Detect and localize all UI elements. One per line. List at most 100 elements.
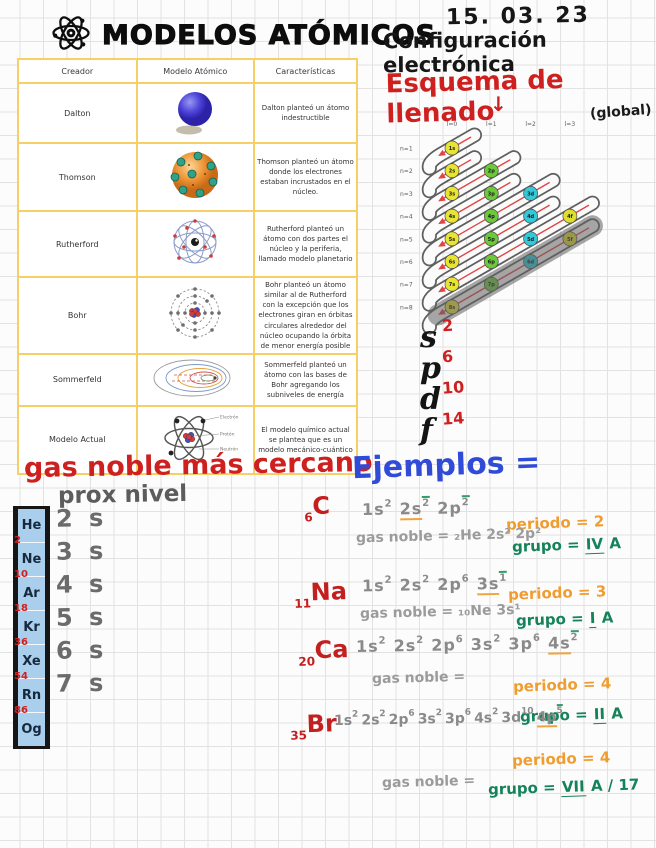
atomic-number: 86: [14, 705, 28, 716]
grupo-note: grupo = VII A / 17: [487, 775, 640, 799]
atomic-number: 10: [14, 569, 28, 580]
subshell-letter: f: [420, 413, 433, 448]
table-header-row: Creador Modelo Atómico Características: [17, 58, 359, 84]
next-level: 6 s: [55, 635, 108, 665]
capacity-p: p 6: [412, 347, 482, 386]
arrowhead-icon: [438, 217, 446, 225]
subshell-label: 3s: [449, 191, 455, 197]
noble-cell-rn: Rn 86: [14, 679, 45, 716]
atomic-number: 36: [14, 637, 28, 648]
next-level: 7 s: [55, 668, 108, 698]
date-note: 15. 03. 23: [445, 2, 591, 31]
config-token: 3s2: [417, 708, 443, 728]
subshell-6s: [444, 254, 460, 269]
subshell-3p: [483, 186, 499, 201]
table-row-rutherford: Rutherford: [17, 210, 359, 278]
arrowhead-icon: [438, 285, 446, 293]
col-header-caracteristicas: Características: [252, 58, 359, 84]
config-token: 3s2: [470, 633, 502, 655]
electron-configuration: 1s2 2s2 2p2: [361, 495, 477, 521]
element-symbol-calcium: 20Ca: [298, 635, 349, 669]
config-token: 3p6: [508, 632, 542, 654]
subshell-4p: [483, 208, 499, 224]
n-axis-label: n=7: [400, 282, 413, 289]
subshell-6p: [483, 254, 499, 269]
atomic-number: 11: [294, 596, 312, 611]
element-symbol: Kr: [23, 620, 40, 635]
subshell-label: 1s: [449, 146, 455, 152]
gas-noble-note: gas noble = ₁₀Ne 3s¹: [359, 601, 521, 623]
n-axis-label: n=2: [400, 168, 413, 175]
n-axis-label: n=3: [400, 191, 413, 198]
creator-name: Sommerfeld: [17, 352, 138, 407]
dalton-sphere-icon: [135, 82, 255, 144]
creator-name: Modelo Actual: [17, 404, 138, 475]
element-symbol-carbon: 6C: [304, 491, 331, 525]
arrowhead-icon: [438, 263, 446, 270]
page-title: MODELOS ATÓMICOS: [101, 19, 437, 51]
subshell-7s: [444, 276, 460, 292]
element-symbol-sodium: 11Na: [294, 577, 348, 611]
n-axis-label: n=5: [400, 236, 413, 243]
subshell-letter: p: [420, 351, 441, 386]
electron-configuration: 1s2 2s2 2p6 3s1: [361, 570, 515, 596]
subshell-label: 4s: [449, 214, 455, 220]
next-level-list: 2 s 3 s 4 s 5 s 6 s 7 s: [56, 504, 136, 702]
grupo-note: grupo = IV A: [511, 534, 622, 556]
config-token: 2p6: [431, 634, 464, 656]
noble-gas-column: He 2 Ne 10 Ar 18 Kr 36 Xe 54 Rn 86 Og: [13, 506, 50, 749]
electron-label: Electrón: [220, 413, 239, 420]
config-token: 1s2: [361, 498, 393, 520]
proton-label: Protón: [220, 430, 235, 437]
example-sodium: 11Na 1s2 2s2 2p6 3s1 periodo = 3 gas noble …: [290, 570, 656, 630]
next-level: 2 s: [55, 503, 108, 533]
config-token: 3p6: [444, 707, 472, 727]
gas-noble-note: gas noble =: [381, 772, 476, 792]
noble-gas-heading: gas noble más cercano: [23, 446, 373, 485]
example-calcium: 20Ca 1s2 2s2 2p6 3s2 3p6 4s2 gas noble = peri…: [290, 630, 656, 726]
atomic-number: 54: [14, 671, 28, 682]
config-token: 4s2: [473, 707, 499, 727]
creator-name: Thomson: [17, 142, 138, 212]
subshell-label: 4d: [527, 214, 534, 220]
subshell-label: 5d: [527, 237, 534, 243]
l-axis-label: l=1: [486, 121, 497, 128]
noble-cell-ar: Ar 18: [14, 577, 45, 614]
table-row-dalton: Dalton Dalton planteó un átomo indestruc…: [17, 82, 359, 144]
atom-icon: [50, 12, 92, 58]
next-level: 4 s: [55, 569, 108, 599]
creator-name: Rutherford: [17, 210, 138, 278]
table-row-modelo-actual: Modelo Actual: [17, 404, 359, 475]
capacity-f: f 14: [412, 408, 482, 448]
page-header: MODELOS ATÓMICOS: [50, 12, 436, 58]
subshell-label: 4p: [488, 214, 495, 220]
subshell-1s: [444, 140, 460, 156]
grupo-note: grupo = I A: [515, 608, 614, 630]
subshell-label: 4f: [567, 214, 573, 220]
config-token: 3s1: [476, 570, 508, 596]
config-token: 1s2: [333, 709, 359, 729]
subshell-label: 6s: [449, 260, 455, 266]
subshell-capacities: s 2 p 6 d 10 f 14: [412, 316, 482, 448]
model-description: Dalton planteó un átomo indestructible: [252, 82, 359, 144]
config-token: 1s2: [361, 574, 393, 596]
config-token: 2s2: [393, 634, 425, 656]
quantum-model-icon: Electrón Protón Neutrón: [135, 404, 255, 475]
aufbau-filling-diagram: l=0 l=1 l=2 l=3 n=1 n=2 n=3 n=4 n=5 n=6 n=7 n=8 1s 2s…: [400, 121, 603, 335]
example-bromine: 35Br 1s2 2s2 2p6 3s2 3p6 4s2 3d10 4p5 periodo =…: [290, 700, 656, 799]
creator-name: Bohr: [17, 276, 138, 355]
capacity-d: d 10: [412, 377, 482, 417]
col-header-modelo: Modelo Atómico: [135, 58, 255, 84]
arrowhead-icon: [438, 240, 446, 247]
subshell-label: 3p: [488, 191, 495, 197]
subshell-label: 7s: [449, 282, 455, 288]
subshell-max: 14: [441, 408, 465, 429]
thomson-plum-pudding-icon: [135, 142, 255, 212]
config-token: 2p6: [437, 573, 470, 595]
subshell-letter: s: [420, 320, 437, 355]
creator-name: Dalton: [17, 82, 138, 144]
model-description: Thomson planteó un átomo donde los elect…: [252, 142, 359, 212]
config-token: 4p5: [536, 704, 563, 728]
model-description: Rutherford planteó un átomo con dos part…: [252, 210, 359, 278]
